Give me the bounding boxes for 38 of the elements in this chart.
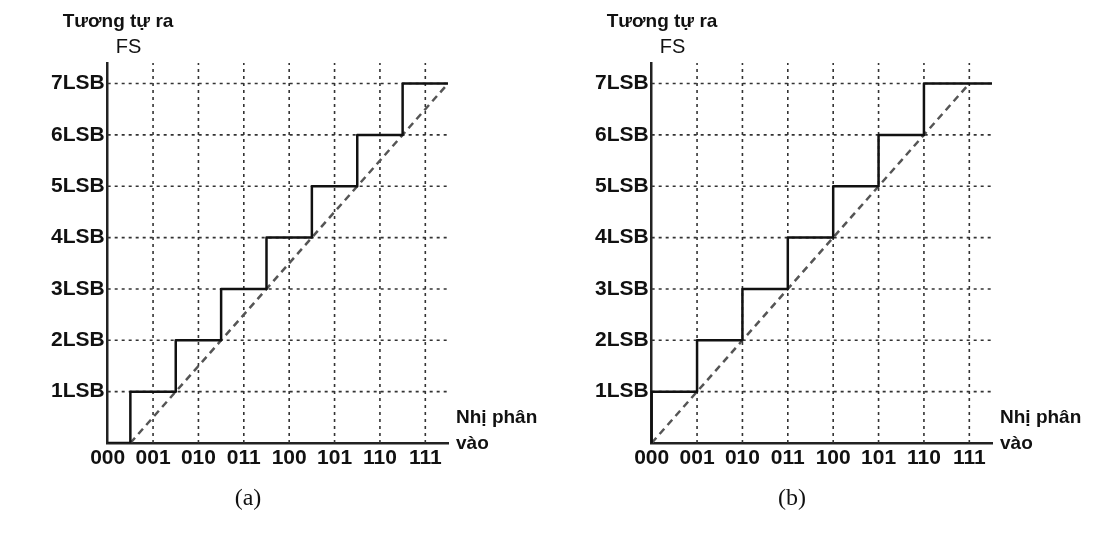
y-tick-label: 4LSB bbox=[50, 224, 105, 248]
x-tick-label: 100 bbox=[815, 445, 851, 469]
x-tick-label: 001 bbox=[679, 445, 715, 469]
x-tick-label: 100 bbox=[271, 445, 307, 469]
y-tick-label: 4LSB bbox=[594, 224, 649, 248]
x-tick-label: 000 bbox=[90, 445, 126, 469]
text: FS bbox=[659, 35, 686, 57]
y-tick-label: 1LSB bbox=[50, 378, 105, 402]
y-tick-label: 5LSB bbox=[594, 173, 649, 197]
x-tick-label: 010 bbox=[180, 445, 216, 469]
x-tick-label: 110 bbox=[362, 445, 397, 469]
x-axis-title: Nhị phân vào bbox=[1000, 406, 1082, 453]
y-axis-title: Tương tự ra bbox=[62, 10, 174, 31]
y-axis-title: Tương tự ra bbox=[606, 10, 718, 31]
y-tick-label: 6LSB bbox=[50, 121, 105, 145]
y-tick-label: 2LSB bbox=[50, 327, 105, 351]
y-tick-label: 2LSB bbox=[594, 327, 649, 351]
y-tick-label: 7LSB bbox=[594, 70, 649, 94]
text: (b) bbox=[778, 483, 806, 510]
text: FS bbox=[115, 35, 142, 57]
y-tick-label: 7LSB bbox=[50, 70, 105, 94]
x-tick-label: 101 bbox=[317, 445, 353, 469]
text: (a) bbox=[234, 483, 262, 510]
x-tick-label: 101 bbox=[861, 445, 897, 469]
x-axis-title: Nhị phân vào bbox=[456, 406, 538, 453]
x-tick-label: 001 bbox=[135, 445, 171, 469]
y-tick-label: 6LSB bbox=[594, 121, 649, 145]
x-tick-label: 000 bbox=[634, 445, 670, 469]
x-tick-label: 011 bbox=[226, 445, 262, 469]
x-tick-label: 011 bbox=[770, 445, 806, 469]
y-tick-label: 5LSB bbox=[50, 173, 105, 197]
y-tick-label: 3LSB bbox=[594, 275, 649, 299]
y-tick-label: 1LSB bbox=[594, 378, 649, 402]
x-tick-label: 110 bbox=[906, 445, 941, 469]
x-tick-label: 111 bbox=[952, 445, 986, 469]
x-tick-label: 111 bbox=[408, 445, 442, 469]
y-tick-label: 3LSB bbox=[50, 275, 105, 299]
x-tick-label: 010 bbox=[724, 445, 760, 469]
